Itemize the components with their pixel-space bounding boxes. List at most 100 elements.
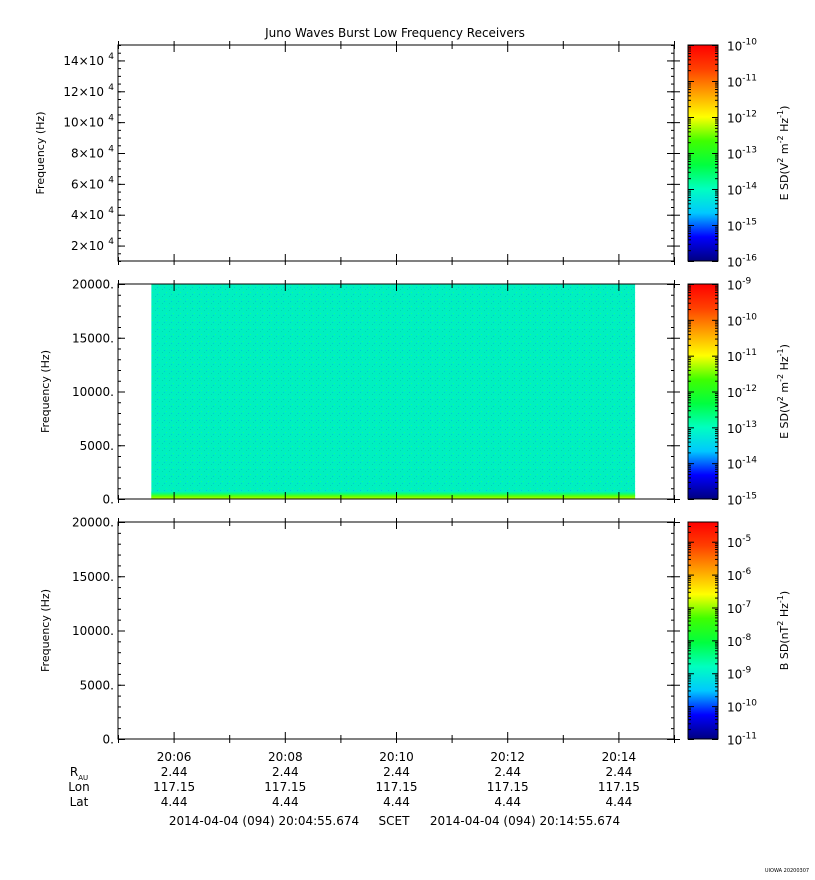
colorbar-tick-label: 10-8 <box>727 633 752 649</box>
y-tick-label: 10×10 <box>63 116 104 130</box>
colorbar-label-superscript: -1 <box>776 595 785 603</box>
ephemeris-row-label-subscript: AU <box>78 774 88 782</box>
colorbar-tick-label: 10-13 <box>727 420 757 436</box>
plot-frame <box>117 44 675 262</box>
colorbar-label: E SD(V2 m-2 Hz-1) <box>776 344 791 439</box>
figure-title: Juno Waves Burst Low Frequency Receivers <box>264 26 525 40</box>
ephemeris-value: 117.15 <box>264 780 306 794</box>
colorbar-tick-mantissa: 10 <box>727 602 742 616</box>
ephemeris-value: 4.44 <box>161 795 188 809</box>
colorbar-tick-label: 10-6 <box>727 567 752 583</box>
panel-lower: 0. 5000. 10000. 15000. 20000. 20:06 20:08 20:10… <box>39 516 791 765</box>
ephemeris-row-label: RAU <box>70 765 88 782</box>
colorbar-tick-mantissa: 10 <box>727 279 742 293</box>
ephemeris-value: 2.44 <box>606 765 633 779</box>
colorbar-tick-label: 10-11 <box>727 74 757 90</box>
colorbar-tick-mantissa: 10 <box>727 256 742 270</box>
ephemeris-value: 2.44 <box>383 765 410 779</box>
colorbar-label-text: ) <box>778 106 791 110</box>
colorbar-tick-mantissa: 10 <box>727 458 742 472</box>
y-tick-mantissa: 8×10 <box>71 147 104 161</box>
version-stamp: UIOWA 20200307 <box>765 868 809 874</box>
ephemeris-value: 2.44 <box>494 765 521 779</box>
colorbar-label: B SD(nT2 Hz-1) <box>776 591 791 670</box>
colorbar-tick-label: 10-10 <box>727 699 757 715</box>
colorbar-label-superscript: -2 <box>776 374 785 382</box>
ephemeris-row-label: Lat <box>70 795 89 809</box>
y-tick-label: 2×10 <box>71 239 104 253</box>
colorbar-tick-mantissa: 10 <box>727 701 742 715</box>
y-tick-label: 5000. <box>80 439 114 453</box>
colorbar-label-text: E SD(V <box>778 162 791 200</box>
y-tick-label: 10000. <box>72 385 114 399</box>
colorbar-tick-label: 10-9 <box>727 666 752 682</box>
ephemeris-row-label-text: Lat <box>70 795 89 809</box>
y-tick-label: 6×10 <box>71 177 104 191</box>
y-tick-exponent: 4 <box>108 83 114 93</box>
plot-frame <box>117 521 675 740</box>
colorbar-tick-mantissa: 10 <box>727 734 742 748</box>
colorbar-tick-exponent: -12 <box>742 110 757 120</box>
colorbar-tick-mantissa: 10 <box>727 536 742 550</box>
colorbar-label-text: E SD(V <box>778 401 791 439</box>
colorbar-tick-exponent: -10 <box>742 699 757 709</box>
colorbar-tick-label: 10-16 <box>727 254 757 270</box>
colorbar-tick-label: 10-13 <box>727 146 757 162</box>
low-frequency-band <box>151 491 636 499</box>
colorbar-label-superscript: 2 <box>776 621 785 626</box>
colorbar-tick-exponent: -11 <box>742 732 757 742</box>
colorbar-tick-label: 10-14 <box>727 456 757 472</box>
colorbar-tick-label: 10-7 <box>727 600 751 616</box>
panel-upper: 2×10 4 4×10 4 6×10 4 8×10 4 10×10 4 12×10 4 14×10 4 Fr… <box>34 38 791 270</box>
x-tick-label: 20:12 <box>490 750 525 764</box>
colorbar-tick-exponent: -10 <box>742 312 757 322</box>
colorbar-label: E SD(V2 m-2 Hz-1) <box>776 106 791 201</box>
colorbar-tick-exponent: -11 <box>742 74 757 84</box>
ephemeris-value: 4.44 <box>272 795 299 809</box>
y-tick-label: 12×10 <box>63 85 104 99</box>
colorbar-tick-mantissa: 10 <box>727 184 742 198</box>
ephemeris-value: 2.44 <box>272 765 299 779</box>
colorbar-tick-label: 10-11 <box>727 732 757 748</box>
colorbar-tick-mantissa: 10 <box>727 314 742 328</box>
ephemeris-value: 117.15 <box>598 780 640 794</box>
ephemeris-value: 117.15 <box>487 780 529 794</box>
y-tick-mantissa: 12×10 <box>63 85 104 99</box>
colorbar-tick-exponent: -8 <box>742 633 751 643</box>
colorbar-tick-mantissa: 10 <box>727 148 742 162</box>
colorbar-tick-mantissa: 10 <box>727 635 742 649</box>
colorbar-label-text: m <box>778 382 791 396</box>
y-tick-mantissa: 10×10 <box>63 116 104 130</box>
colorbar-label-text: B SD(nT <box>778 625 791 670</box>
colorbar-tick-exponent: -9 <box>742 277 751 287</box>
y-tick-mantissa: 2×10 <box>71 239 104 253</box>
colorbar-tick-label: 10-11 <box>727 348 757 364</box>
y-tick-label: 20000. <box>72 278 114 292</box>
colorbar-tick-mantissa: 10 <box>727 668 742 682</box>
colorbar-tick-exponent: -12 <box>742 384 757 394</box>
colorbar-tick-exponent: -14 <box>742 456 757 466</box>
colorbar-tick-mantissa: 10 <box>727 112 742 126</box>
colorbar-tick-label: 10-12 <box>727 110 757 126</box>
x-tick-label: 20:10 <box>379 750 414 764</box>
y-axis-label: Frequency (Hz) <box>39 350 52 433</box>
y-tick-label: 0. <box>103 733 114 747</box>
ephemeris-table: RAULonLat2.44117.154.442.44117.154.442.4… <box>68 765 640 809</box>
colorbar-tick-mantissa: 10 <box>727 386 742 400</box>
colorbar-label-text: Hz <box>778 603 791 621</box>
ephemeris-value: 4.44 <box>494 795 521 809</box>
y-tick-label: 20000. <box>72 516 114 530</box>
colorbar-tick-exponent: -13 <box>742 420 757 430</box>
ephemeris-value: 117.15 <box>153 780 195 794</box>
spectrogram-noise <box>151 284 636 499</box>
x-tick-label: 20:06 <box>157 750 192 764</box>
colorbar-tick-label: 10-9 <box>727 277 752 293</box>
ephemeris-row-label: Lon <box>68 780 89 794</box>
y-tick-exponent: 4 <box>108 237 114 247</box>
y-tick-mantissa: 14×10 <box>63 54 104 68</box>
colorbar-tick-exponent: -15 <box>742 492 757 502</box>
colorbar-tick-mantissa: 10 <box>727 350 742 364</box>
x-tick-label: 20:14 <box>602 750 637 764</box>
colorbar-tick-label: 10-10 <box>727 38 757 54</box>
y-tick-mantissa: 6×10 <box>71 177 104 191</box>
